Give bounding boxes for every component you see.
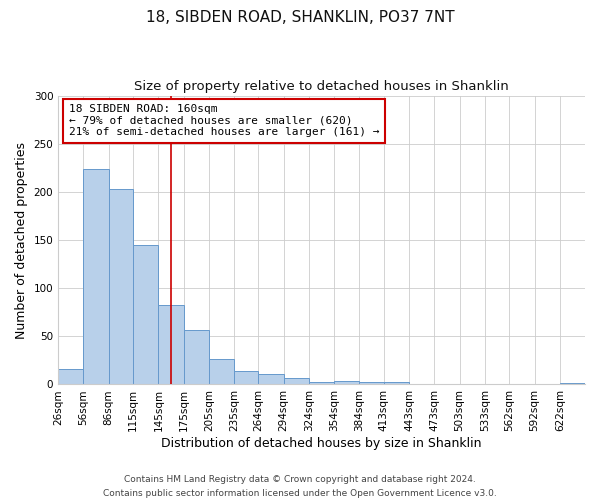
Bar: [234, 371, 259, 384]
Bar: [184, 330, 209, 384]
Bar: [334, 380, 359, 384]
Bar: [384, 382, 409, 384]
Y-axis label: Number of detached properties: Number of detached properties: [15, 142, 28, 338]
Bar: [158, 306, 184, 384]
Text: 18 SIBDEN ROAD: 160sqm
← 79% of detached houses are smaller (620)
21% of semi-de: 18 SIBDEN ROAD: 160sqm ← 79% of detached…: [69, 104, 379, 138]
Text: Contains HM Land Registry data © Crown copyright and database right 2024.
Contai: Contains HM Land Registry data © Crown c…: [103, 476, 497, 498]
Bar: [284, 378, 309, 384]
Title: Size of property relative to detached houses in Shanklin: Size of property relative to detached ho…: [134, 80, 509, 93]
Bar: [209, 360, 234, 384]
Bar: [109, 189, 133, 384]
Bar: [58, 369, 83, 384]
Bar: [359, 382, 384, 384]
Bar: [259, 374, 284, 384]
Bar: [83, 168, 109, 384]
Bar: [309, 382, 334, 384]
Bar: [133, 245, 158, 384]
Bar: [560, 382, 585, 384]
Text: 18, SIBDEN ROAD, SHANKLIN, PO37 7NT: 18, SIBDEN ROAD, SHANKLIN, PO37 7NT: [146, 10, 454, 25]
X-axis label: Distribution of detached houses by size in Shanklin: Distribution of detached houses by size …: [161, 437, 482, 450]
